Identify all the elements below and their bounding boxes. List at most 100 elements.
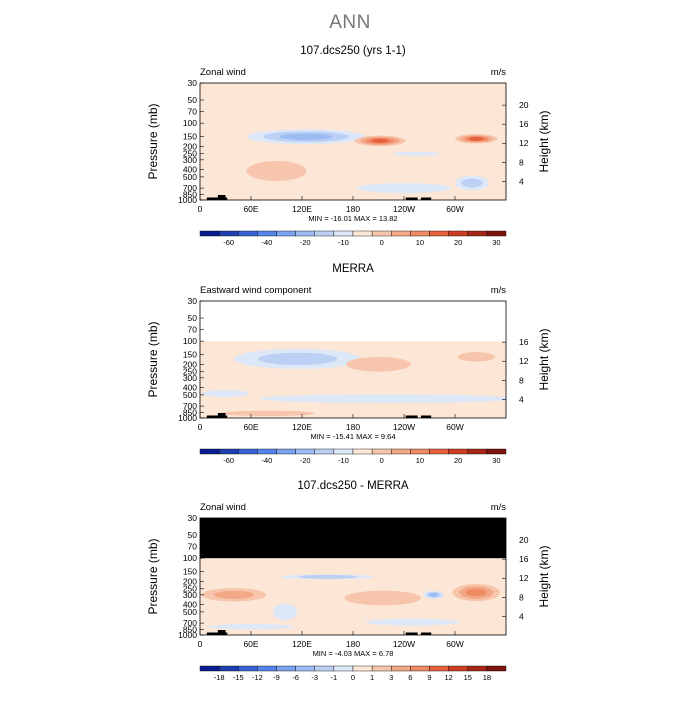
colorbar-swatch <box>371 665 392 672</box>
y-tick-label: 70 <box>188 541 198 551</box>
colorbar-swatch <box>467 448 488 455</box>
right-axis-title: Height (km) <box>537 110 551 172</box>
colorbar-swatch <box>257 448 277 455</box>
y-tick-label: 200 <box>183 359 197 369</box>
topography-bar <box>206 632 224 635</box>
colorbar-swatch <box>199 665 220 672</box>
right-axis-title: Height (km) <box>537 328 551 390</box>
colorbar-swatch <box>429 230 449 237</box>
colorbar-label: 0 <box>351 673 355 682</box>
colorbar-swatch <box>352 230 373 237</box>
contour-blob-4-level-2 <box>298 574 357 579</box>
y-tick-label: 1000 <box>178 630 197 640</box>
colorbar-swatch <box>276 448 296 455</box>
y-tick-label: 850 <box>183 408 197 418</box>
contour-blob-3-level-1 <box>392 151 441 156</box>
colorbar-swatch <box>486 230 507 237</box>
colorbar-label: 20 <box>454 456 462 465</box>
units-label: m/s <box>491 67 507 78</box>
colorbar: -60 -40 -20 -10 0 10 20 30 <box>199 448 507 465</box>
y-tick-label: 250 <box>183 584 197 594</box>
height-tick-label: 8 <box>519 375 524 385</box>
x-tick-label: 120W <box>393 204 415 214</box>
colorbar-swatch <box>314 448 335 455</box>
height-tick-label: 4 <box>519 611 524 621</box>
height-tick-label: 12 <box>519 573 529 583</box>
colorbar-label: -20 <box>300 456 311 465</box>
colorbar-swatch <box>429 665 449 672</box>
missing-data-region <box>200 301 506 342</box>
x-tick-label: 120E <box>292 639 312 649</box>
topography-bar <box>421 197 432 200</box>
colorbar-label: -6 <box>292 673 299 682</box>
topography-peak <box>217 630 226 635</box>
contour-blob-2-level-1 <box>259 394 506 403</box>
x-tick-label: 0 <box>198 204 203 214</box>
colorbar-swatch <box>199 448 220 455</box>
y-tick-label: 150 <box>183 350 197 360</box>
y-tick-label: 200 <box>183 141 197 151</box>
y-tick-label: 250 <box>183 367 197 377</box>
y-tick-label: 100 <box>183 336 197 346</box>
topography-bar <box>405 197 418 200</box>
height-tick-label: 16 <box>519 337 529 347</box>
height-tick-label: 4 <box>519 176 524 186</box>
contour-blob-5-level-1 <box>273 603 297 621</box>
colorbar-label: -40 <box>262 456 273 465</box>
field-label: Eastward wind component <box>200 285 312 296</box>
y-tick-label: 250 <box>183 149 197 159</box>
x-tick-label: 180 <box>346 639 360 649</box>
y-tick-label: 850 <box>183 190 197 200</box>
colorbar-label: -60 <box>223 238 234 247</box>
y-tick-label: 30 <box>188 78 198 88</box>
colorbar-swatch <box>352 448 373 455</box>
colorbar-swatch <box>218 665 239 672</box>
colorbar-swatch <box>371 230 392 237</box>
height-tick-label: 20 <box>519 535 529 545</box>
y-tick-label: 500 <box>183 390 197 400</box>
colorbar-swatch <box>276 665 296 672</box>
x-tick-label: 180 <box>346 204 360 214</box>
y-tick-label: 700 <box>183 183 197 193</box>
stats-label: MIN = -16.01 MAX = 13.82 <box>308 214 397 223</box>
colorbar-label: -10 <box>338 238 349 247</box>
colorbar-label: -15 <box>233 673 244 682</box>
x-tick-label: 60E <box>243 204 258 214</box>
height-tick-label: 16 <box>519 119 529 129</box>
topography-peak <box>217 195 226 200</box>
colorbar-swatch <box>352 665 373 672</box>
x-tick-label: 0 <box>198 422 203 432</box>
y-tick-label: 30 <box>188 296 198 306</box>
y-tick-label: 100 <box>183 553 197 563</box>
x-tick-label: 60W <box>446 204 463 214</box>
colorbar-label: -3 <box>311 673 318 682</box>
colorbar-label: 1 <box>370 673 374 682</box>
y-tick-label: 500 <box>183 172 197 182</box>
colorbar-label: -9 <box>273 673 280 682</box>
y-tick-label: 70 <box>188 106 198 116</box>
colorbar: -60 -40 -20 -10 0 10 20 30 <box>199 230 507 247</box>
contour-blob-7-level-1 <box>365 618 460 626</box>
y-tick-label: 700 <box>183 618 197 628</box>
units-label: m/s <box>491 285 507 296</box>
y-tick-label: 100 <box>183 118 197 128</box>
colorbar-swatch <box>218 230 239 237</box>
y-tick-label: 700 <box>183 401 197 411</box>
colorbar-label: 15 <box>464 673 472 682</box>
height-tick-label: 12 <box>519 138 529 148</box>
colorbar-label: 12 <box>444 673 452 682</box>
contour-blob-3-level-3 <box>465 588 487 597</box>
colorbar-swatch <box>238 448 258 455</box>
contour-blob-3-level-1 <box>201 390 250 397</box>
x-tick-label: 60E <box>243 639 258 649</box>
right-axis-title: Height (km) <box>537 545 551 607</box>
colorbar-label: 10 <box>416 238 424 247</box>
colorbar-swatch <box>410 230 430 237</box>
colorbar-swatch <box>391 448 411 455</box>
x-tick-label: 60E <box>243 422 258 432</box>
y-tick-label: 150 <box>183 567 197 577</box>
topography-bar <box>405 632 418 635</box>
topography-bar <box>405 415 418 418</box>
colorbar-label: 10 <box>416 456 424 465</box>
